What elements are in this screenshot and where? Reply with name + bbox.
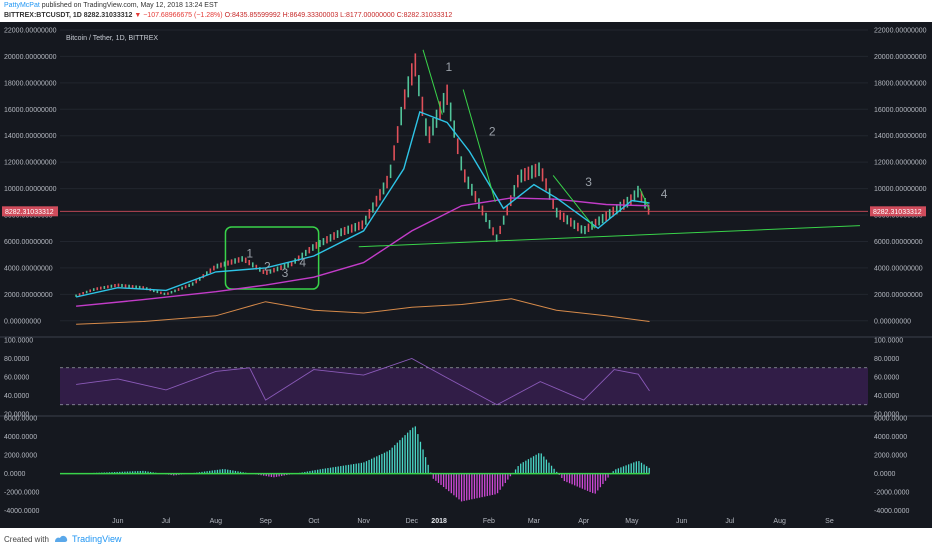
wave-annotation: 1 — [446, 60, 453, 74]
x-axis-month-label: Se — [825, 518, 834, 525]
wave-annotation: 4 — [661, 187, 668, 201]
chart-header: PattyMcPat published on TradingView.com,… — [0, 0, 932, 22]
x-axis-month-label: Jul — [725, 518, 734, 525]
macd-axis-tick-left: 4000.0000 — [4, 434, 37, 441]
downtrend-line — [639, 188, 650, 210]
macd-axis-tick-right: 6000.0000 — [874, 416, 907, 423]
macd-axis-tick-left: -4000.0000 — [4, 508, 40, 515]
last-price-label-right: 8282.31033312 — [873, 209, 922, 216]
macd-axis-tick-right: -2000.0000 — [874, 490, 910, 497]
x-axis-month-label: Dec — [406, 518, 419, 525]
chart-title: Bitcoin / Tether, 1D, BITTREX — [66, 35, 158, 42]
rsi-axis-tick-left: 40.0000 — [4, 393, 29, 400]
x-axis-month-label: Feb — [483, 518, 495, 525]
price-axis-tick-right: 14000.00000000 — [874, 133, 927, 140]
price-axis-tick-right: 16000.00000000 — [874, 107, 927, 114]
rsi-axis-tick-right: 20.0000 — [874, 412, 899, 419]
x-axis-month-label: Sep — [259, 518, 272, 525]
price-change: ▼ −107.68966675 (−1.28%) — [134, 12, 223, 19]
rsi-axis-tick-left: 60.0000 — [4, 375, 29, 382]
price-axis-tick-right: 2000.00000000 — [874, 292, 923, 299]
price-axis-tick-left: 20000.00000000 — [4, 54, 57, 61]
macd-axis-tick-right: 2000.0000 — [874, 453, 907, 460]
wave-annotation: 3 — [282, 266, 289, 280]
price-axis-tick-right: 22000.00000000 — [874, 28, 927, 35]
wave-annotation: 2 — [489, 125, 496, 139]
price-axis-tick-right: 4000.00000000 — [874, 265, 923, 272]
price-axis-tick-right: 18000.00000000 — [874, 80, 927, 87]
macd-axis-tick-left: 6000.0000 — [4, 416, 37, 423]
rsi-axis-tick-right: 100.0000 — [874, 338, 903, 345]
price-axis-tick-right: 0.00000000 — [874, 318, 911, 325]
rsi-axis-tick-right: 80.0000 — [874, 356, 899, 363]
wave-annotation: 4 — [299, 256, 306, 270]
grid-layer — [0, 29, 932, 417]
x-axis-month-label: Aug — [210, 518, 223, 525]
x-axis-month-label: Aug — [773, 518, 786, 525]
ema-line — [75, 110, 650, 298]
rsi-axis-tick-left: 20.0000 — [4, 412, 29, 419]
price-axis-tick-left: 14000.00000000 — [4, 133, 57, 140]
price-axis-tick-left: 2000.00000000 — [4, 292, 53, 299]
price-axis-tick-right: 6000.00000000 — [874, 239, 923, 246]
x-axis-month-label: Apr — [578, 518, 590, 525]
tradingview-logo-icon — [55, 535, 68, 542]
last-price-label-left: 8282.31033312 — [5, 209, 54, 216]
price-axis-tick-left: 4000.00000000 — [4, 265, 53, 272]
macd-axis-tick-right: 0.0000 — [874, 471, 896, 478]
x-axis-month-label: Jul — [162, 518, 171, 525]
wave-annotation: 2 — [264, 260, 271, 274]
x-axis-month-label: Jun — [676, 518, 687, 525]
last-price-tag-right — [870, 206, 926, 217]
x-axis-month-label: Mar — [528, 518, 541, 525]
axis-layer: 22000.00000000 22000.0000000020000.000000… — [2, 28, 927, 525]
rsi-axis-tick-right: 40.0000 — [874, 393, 899, 400]
downtrend-line — [552, 175, 596, 229]
volume-ma-line — [76, 298, 650, 325]
x-axis-month-label: Jun — [112, 518, 123, 525]
rsi-line — [76, 358, 650, 406]
x-axis-month-label: 2018 — [431, 518, 447, 525]
ma-line — [76, 197, 650, 307]
price-axis-tick-right: 20000.00000000 — [874, 54, 927, 61]
downtrend-line — [462, 89, 496, 202]
price-axis-tick-left: 6000.00000000 — [4, 239, 53, 246]
tradingview-brand[interactable]: TradingView — [72, 534, 122, 544]
consolidation-box — [224, 226, 320, 290]
price-axis-tick-right: 12000.00000000 — [874, 160, 927, 167]
x-axis-month-label: May — [625, 518, 639, 525]
wave-annotation: 3 — [585, 175, 592, 189]
price-axis-tick-left: 18000.00000000 — [4, 80, 57, 87]
x-axis-month-label: Oct — [308, 518, 319, 525]
downtrend-line — [422, 49, 443, 115]
price-axis-tick-left: 10000.00000000 — [4, 186, 57, 193]
rsi-axis-tick-left: 100.0000 — [4, 338, 33, 345]
macd-axis-tick-right: 4000.0000 — [874, 434, 907, 441]
macd-axis-tick-left: 2000.0000 — [4, 453, 37, 460]
price-axis-tick-left: 12000.00000000 — [4, 160, 57, 167]
price-axis-tick-left: 16000.00000000 — [4, 107, 57, 114]
price-axis-tick-left: 22000.00000000 — [4, 28, 57, 35]
created-with-text: Created with — [4, 535, 49, 544]
price-axis-tick-right: 10000.00000000 — [874, 186, 927, 193]
support-trendline — [358, 225, 860, 248]
x-axis-month-label: Nov — [357, 518, 370, 525]
rsi-axis-tick-left: 80.0000 — [4, 356, 29, 363]
last-price-tag-left — [2, 206, 58, 217]
macd-axis-tick-left: -2000.0000 — [4, 490, 40, 497]
published-text: published on TradingView.com, May 12, 20… — [41, 2, 218, 9]
author-name[interactable]: PattyMcPat — [4, 2, 40, 9]
rsi-axis-tick-right: 60.0000 — [874, 375, 899, 382]
footer: Created with TradingView — [0, 528, 932, 550]
macd-axis-tick-right: -4000.0000 — [874, 508, 910, 515]
macd-axis-tick-left: 0.0000 — [4, 471, 26, 478]
symbol-line: BITTREX:BTCUSDT, 1D 8282.31033312 — [4, 12, 133, 19]
price-axis-tick-left: 0.00000000 — [4, 318, 41, 325]
ohlc-values: O:8435.85599992 H:8649.33300003 L:8177.0… — [224, 12, 453, 19]
rsi-band-fill — [60, 367, 868, 405]
wave-annotation: 1 — [246, 246, 253, 260]
